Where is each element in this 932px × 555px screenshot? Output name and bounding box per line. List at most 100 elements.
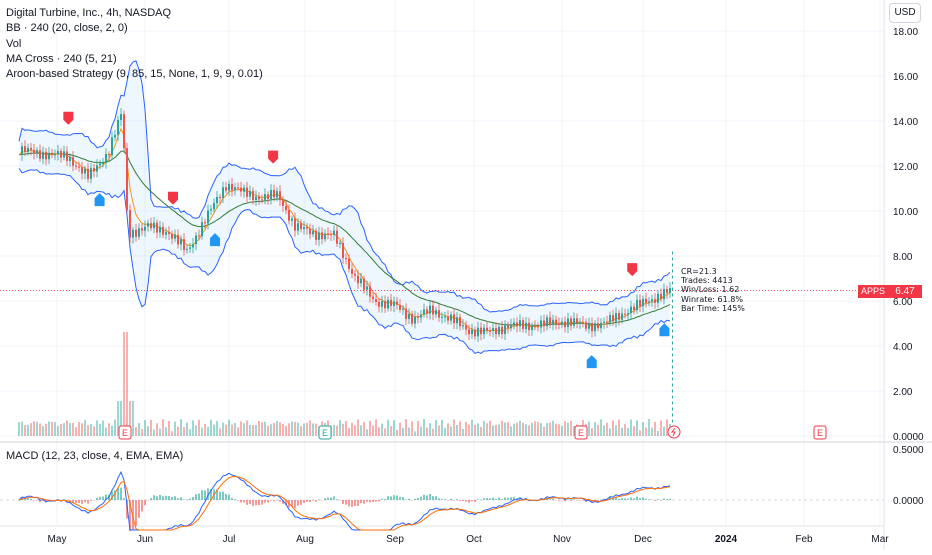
- macd-hist-bar: [627, 498, 629, 500]
- volume-bar: [243, 423, 245, 436]
- macd-hist-bar: [558, 500, 560, 501]
- candle-body: [642, 298, 644, 307]
- candle-body: [213, 203, 215, 210]
- macd-hist-bar: [441, 499, 443, 500]
- macd-hist-bar: [318, 499, 320, 501]
- candle-body: [411, 313, 413, 324]
- candle-body: [531, 326, 533, 331]
- macd-hist-bar: [357, 500, 359, 506]
- candle-body: [600, 322, 602, 329]
- candle-body: [594, 323, 596, 332]
- candle-body: [303, 227, 305, 230]
- macd-hist-bar: [483, 498, 485, 500]
- macd-hist-bar: [663, 498, 665, 500]
- macd-hist-bar: [576, 499, 578, 501]
- volume-bar: [264, 421, 266, 436]
- volume-bar: [111, 425, 113, 436]
- macd-hist-bar: [501, 499, 503, 500]
- macd-hist-bar: [369, 500, 371, 503]
- macd-axis-label: 0.5000: [893, 445, 924, 456]
- volume-bar: [381, 423, 383, 436]
- macd-hist-bar: [570, 500, 572, 501]
- volume-bar: [555, 423, 557, 436]
- macd-hist-bar: [669, 498, 671, 500]
- volume-bar: [441, 419, 443, 436]
- candle-body: [240, 187, 242, 192]
- macd-hist-bar: [582, 500, 584, 501]
- macd-hist-bar: [186, 499, 188, 500]
- volume-bar: [573, 425, 575, 436]
- candle-body: [615, 312, 617, 322]
- volume-bar: [21, 421, 23, 436]
- earnings-badge-label: E: [817, 428, 823, 438]
- candle-body: [255, 196, 257, 201]
- macd-hist-bar: [30, 498, 32, 500]
- y-tick-label: 6.00: [893, 297, 913, 308]
- macd-hist-bar: [492, 497, 494, 500]
- candle-body: [312, 230, 314, 235]
- sell-signal-marker: [168, 191, 178, 205]
- volume-bar: [141, 429, 143, 436]
- volume-bar: [276, 421, 278, 436]
- macd-hist-bar: [129, 500, 131, 532]
- macd-legend[interactable]: MACD (12, 23, close, 4, EMA, EMA): [6, 450, 184, 462]
- volume-bar: [210, 419, 212, 436]
- candle-body: [165, 232, 167, 235]
- volume-bar: [402, 427, 404, 436]
- macd-hist-bar: [258, 500, 260, 506]
- macd-hist-bar: [159, 494, 161, 500]
- currency-button[interactable]: USD: [889, 3, 921, 23]
- volume-bar: [123, 332, 125, 436]
- macd-hist-bar: [306, 500, 308, 502]
- candle-body: [216, 197, 218, 204]
- macd-hist-bar: [468, 500, 470, 503]
- volume-bar: [405, 419, 407, 436]
- macd-hist-bar: [591, 500, 593, 503]
- macd-hist-bar: [210, 488, 212, 500]
- volume-bar: [351, 422, 353, 436]
- x-tick-label: Sep: [386, 534, 404, 545]
- volume-bar: [645, 427, 647, 436]
- stat-cr: CR=21.3: [681, 267, 717, 276]
- candle-body: [135, 229, 137, 237]
- volume-bar: [594, 422, 596, 436]
- candle-body: [24, 146, 26, 153]
- volume-bar: [528, 425, 530, 436]
- macd-hist-bar: [366, 500, 368, 502]
- candle-body: [576, 318, 578, 324]
- volume-bar: [282, 423, 284, 436]
- x-tick-label: Nov: [553, 534, 571, 545]
- volume-bar: [453, 419, 455, 436]
- macd-hist-bar: [234, 499, 236, 500]
- x-tick-label: May: [48, 534, 67, 545]
- candle-body: [513, 322, 515, 325]
- volume-bar: [546, 423, 548, 436]
- candle-body: [147, 223, 149, 227]
- volume-bar: [417, 421, 419, 436]
- candle-body: [261, 199, 263, 201]
- macd-hist-bar: [639, 498, 641, 500]
- candle-body: [462, 325, 464, 327]
- candle-body: [426, 309, 428, 314]
- volume-bar: [531, 422, 533, 436]
- macd-hist-bar: [435, 496, 437, 500]
- candle-body: [90, 168, 92, 179]
- candle-body: [432, 305, 434, 315]
- macd-hist-bar: [222, 491, 224, 500]
- candle-body: [51, 152, 53, 156]
- macd-hist-bar: [252, 500, 254, 506]
- x-tick-label: Aug: [296, 534, 314, 545]
- candle-body: [549, 317, 551, 325]
- volume-bar: [291, 421, 293, 436]
- candle-body: [174, 234, 176, 239]
- macd-hist-bar: [654, 500, 656, 501]
- volume-bar: [450, 426, 452, 436]
- volume-bar: [108, 423, 110, 436]
- candle-body: [105, 153, 107, 164]
- volume-bar: [252, 425, 254, 436]
- macd-hist-bar: [279, 500, 281, 502]
- stat-winloss: Win/Loss: 1.62: [681, 285, 740, 295]
- volume-bar: [567, 422, 569, 436]
